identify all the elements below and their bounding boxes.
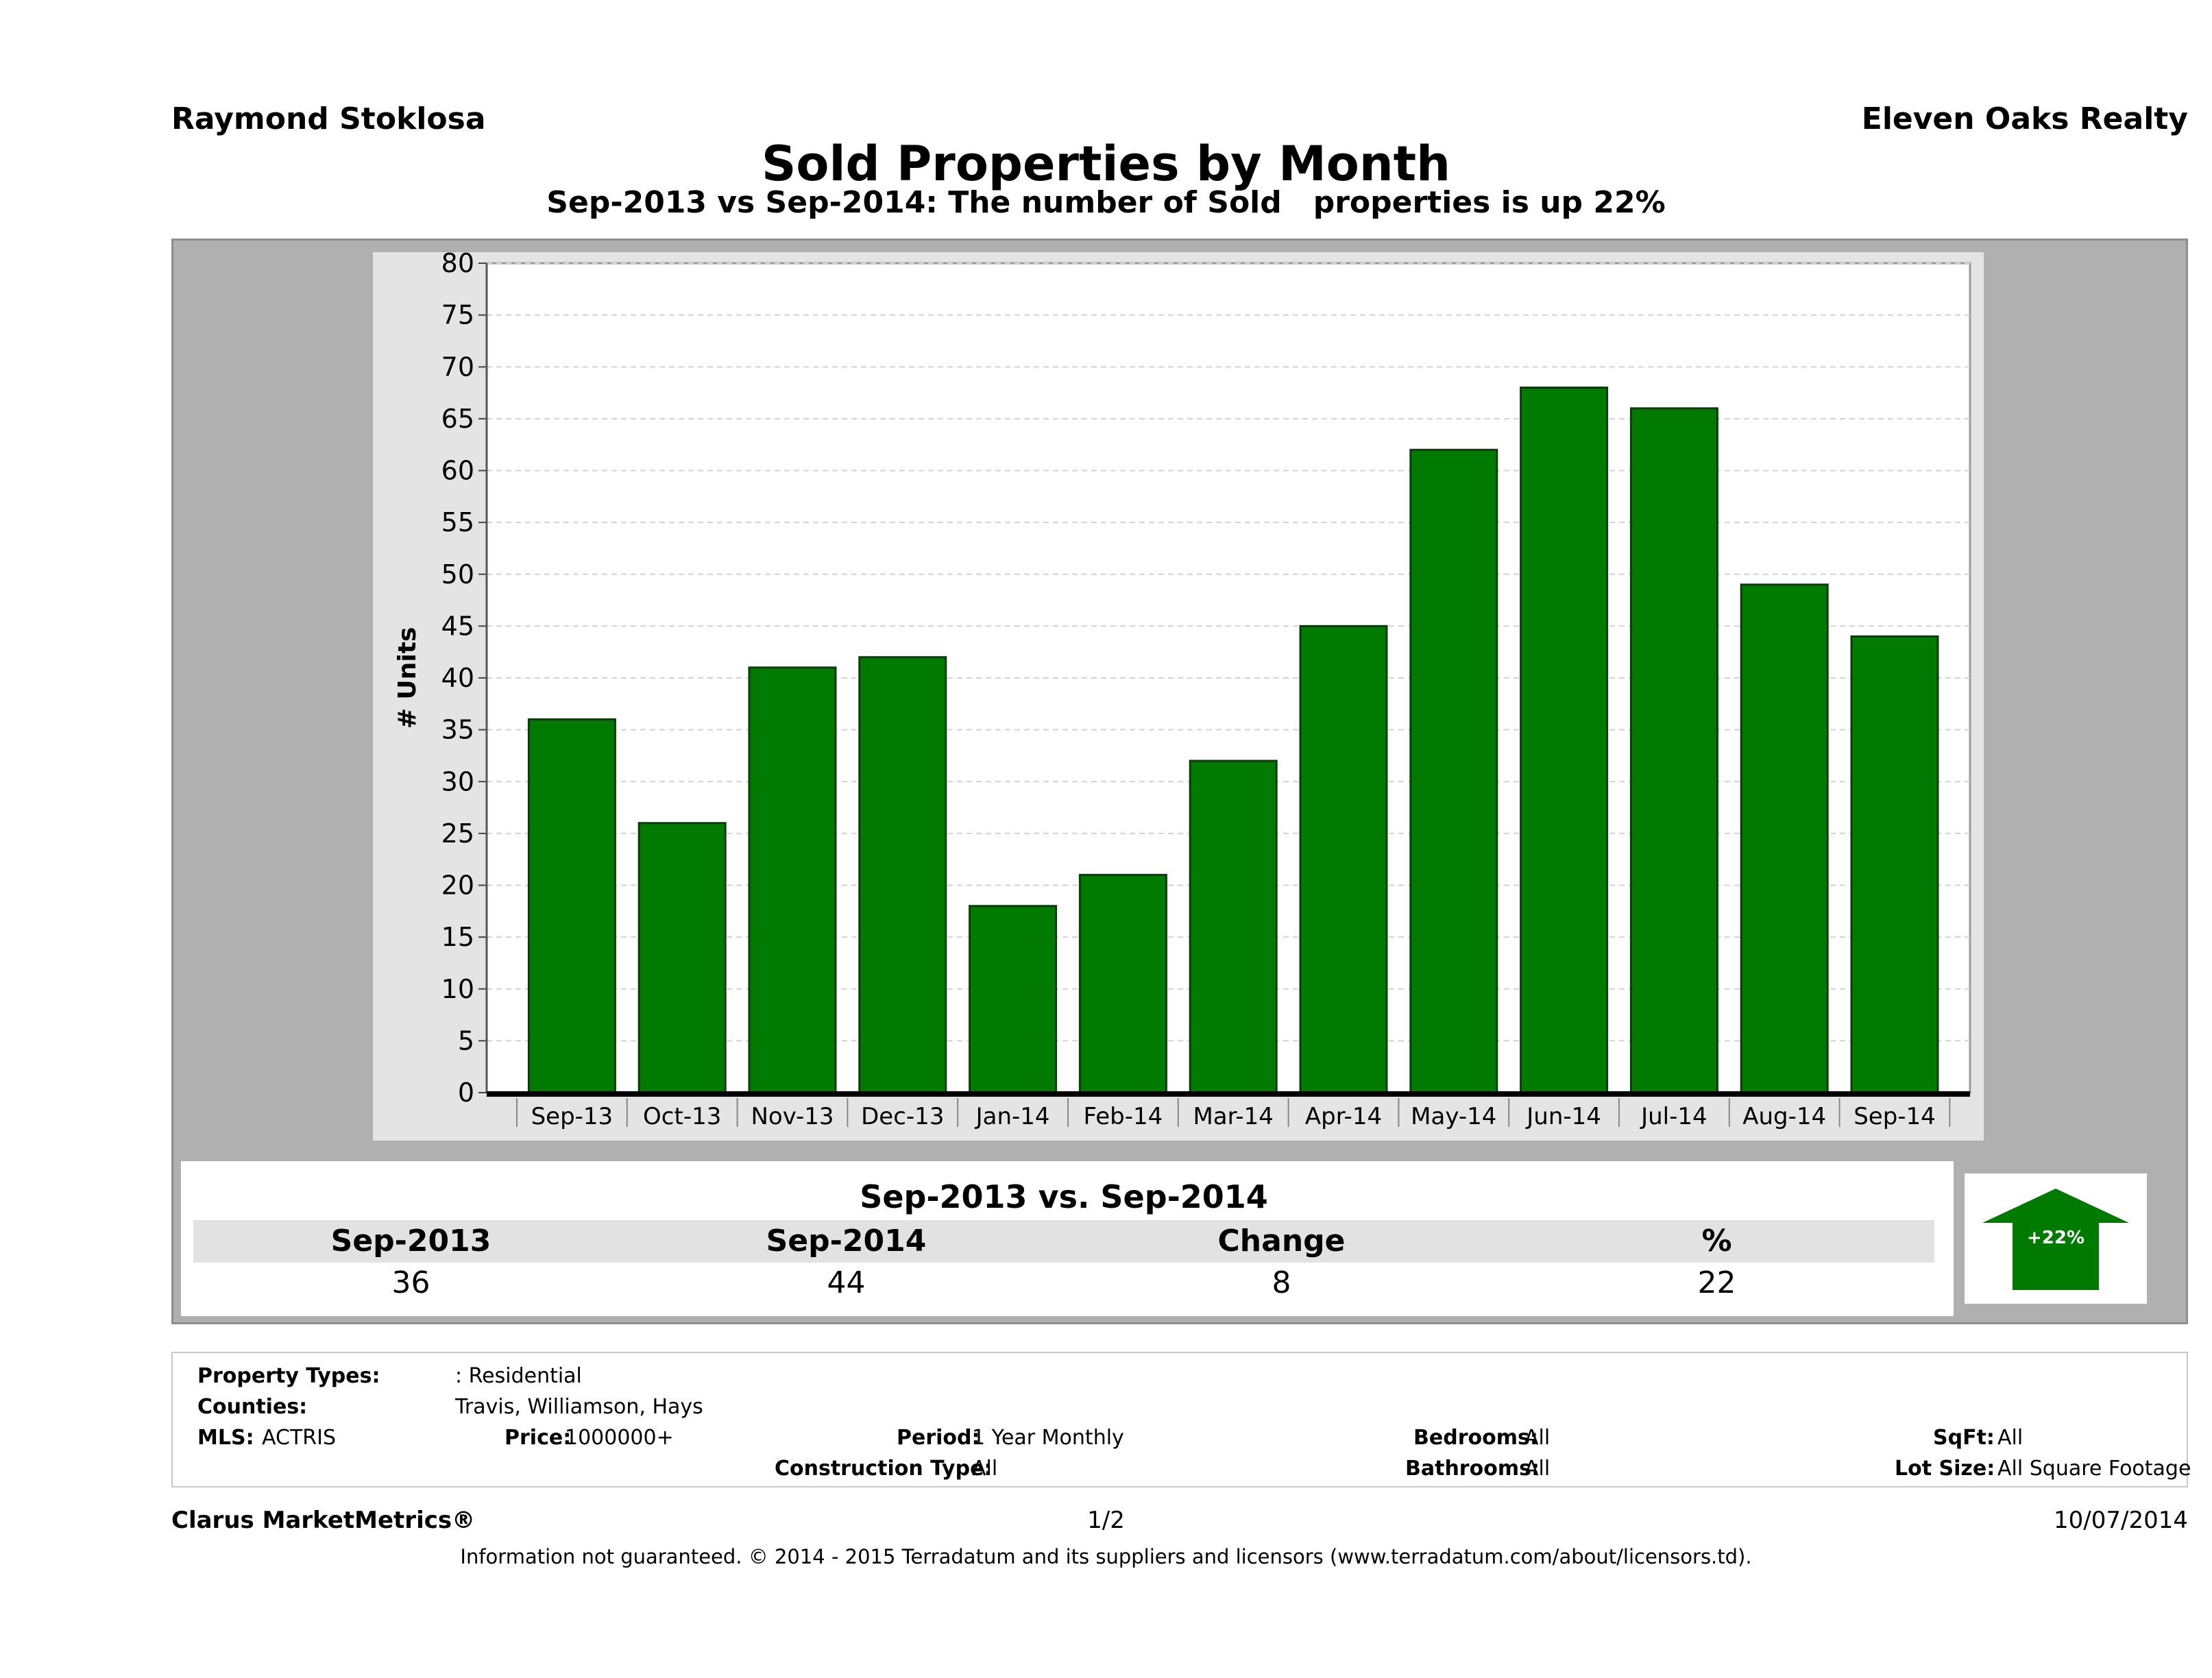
bar-jun-14 (1520, 387, 1609, 1094)
bar-aug-14 (1740, 583, 1829, 1094)
bathrooms-value: All (1524, 1457, 1551, 1481)
y-tick-label: 60 (441, 456, 474, 486)
y-tick-label: 70 (441, 352, 474, 382)
y-tick-label: 65 (441, 404, 474, 434)
y-tick-label: 15 (441, 922, 474, 952)
summary-header-change: Change (1217, 1224, 1346, 1258)
bar-feb-14 (1078, 873, 1167, 1094)
x-tick-label: Nov-13 (751, 1103, 834, 1130)
y-tick-label: 50 (441, 559, 474, 589)
property-types-value: : Residential (455, 1364, 582, 1388)
summary-value-sep2013: 36 (391, 1265, 430, 1300)
bar-sep-14 (1850, 635, 1939, 1094)
bathrooms-label: Bathrooms: (1405, 1457, 1540, 1481)
sqft-label: SqFt: (1933, 1426, 1995, 1450)
bar-mar-14 (1189, 759, 1278, 1094)
bedrooms-label: Bedrooms: (1413, 1426, 1538, 1450)
footer-brand: Clarus MarketMetrics® (171, 1507, 476, 1534)
agent-name: Raymond Stoklosa (171, 101, 486, 136)
report-date: 10/07/2014 (2054, 1507, 2188, 1534)
bar-sep-13 (527, 718, 616, 1094)
bar-apr-14 (1299, 624, 1388, 1094)
x-tick-label: Apr-14 (1305, 1103, 1382, 1130)
x-tick-label: Oct-13 (643, 1103, 721, 1130)
summary-value-change: 8 (1272, 1265, 1291, 1300)
bedrooms-value: All (1524, 1426, 1551, 1450)
up-arrow-icon: +22% (1982, 1189, 2129, 1290)
price-value: 1000000+ (565, 1426, 674, 1450)
chart-title: Sold Properties by Month (762, 136, 1450, 192)
y-tick-label: 55 (441, 507, 474, 537)
summary-header-row: Sep-2013 Sep-2014 Change % (193, 1220, 1934, 1263)
bar-oct-13 (637, 822, 727, 1094)
x-tick-label: Jan-14 (975, 1103, 1050, 1130)
y-tick-label: 45 (441, 611, 474, 641)
period-label: Period: (897, 1426, 980, 1450)
y-tick-label: 25 (441, 818, 474, 849)
lot-size-value: All Square Footage (1997, 1457, 2191, 1481)
x-tick-label: Sep-13 (531, 1103, 613, 1130)
y-tick-label: 5 (458, 1025, 474, 1056)
x-tick-label: Feb-14 (1084, 1103, 1163, 1130)
x-tick-label: Dec-13 (861, 1103, 944, 1130)
x-tick-label: Aug-14 (1742, 1103, 1826, 1130)
x-tick-label: Jul-14 (1640, 1103, 1707, 1130)
construction-type-label: Construction Type: (775, 1457, 993, 1481)
y-tick-label: 80 (441, 252, 474, 278)
change-badge-label: +22% (2027, 1228, 2085, 1248)
sqft-value: All (1997, 1426, 2023, 1450)
mls-label: MLS: (197, 1426, 254, 1450)
page-number: 1/2 (1087, 1507, 1125, 1534)
counties-label: Counties: (197, 1395, 308, 1419)
y-tick-label: 10 (441, 974, 474, 1004)
brokerage-name: Eleven Oaks Realty (1861, 101, 2188, 136)
summary-header-sep2013: Sep-2013 (330, 1224, 491, 1258)
summary-header-sep2014: Sep-2014 (766, 1224, 927, 1258)
y-tick-label: 40 (441, 663, 474, 693)
price-label: Price: (505, 1426, 572, 1450)
construction-type-value: All (972, 1457, 998, 1481)
y-tick-label: 20 (441, 871, 474, 901)
bar-chart: 0 5 10 15 20 25 30 35 40 45 50 55 60 65 70 75 80 # Units S… (393, 252, 1971, 1130)
property-types-label: Property Types: (197, 1364, 380, 1388)
search-criteria-box: Property Types: : Residential Counties: … (171, 1352, 2191, 1487)
summary-title: Sep-2013 vs. Sep-2014 (193, 1174, 1934, 1220)
y-axis-label: # Units (393, 627, 422, 729)
chart-subtitle: Sep-2013 vs Sep-2014: The number of Sold… (546, 185, 1666, 220)
counties-value: Travis, Williamson, Hays (455, 1395, 703, 1419)
y-tick-label: 0 (458, 1078, 474, 1108)
x-tick-label: May-14 (1411, 1103, 1496, 1130)
bar-nov-13 (748, 666, 837, 1094)
lot-size-label: Lot Size: (1895, 1457, 1995, 1481)
summary-header-percent: % (1701, 1224, 1732, 1258)
bar-jan-14 (969, 905, 1058, 1094)
summary-value-row: 36 44 8 22 (193, 1263, 1934, 1304)
summary-value-sep2014: 44 (827, 1265, 866, 1300)
mls-value: ACTRIS (262, 1426, 337, 1450)
y-tick-label: 75 (441, 300, 474, 330)
change-badge: +22% (1965, 1174, 2147, 1304)
period-value: 1 Year Monthly (972, 1426, 1124, 1450)
y-tick-label: 35 (441, 715, 474, 745)
bar-dec-13 (858, 656, 947, 1094)
summary-value-percent: 22 (1697, 1265, 1736, 1300)
x-tick-label: Sep-14 (1854, 1103, 1936, 1130)
disclaimer: Information not guaranteed. © 2014 - 201… (460, 1545, 1752, 1568)
x-tick-label: Mar-14 (1193, 1103, 1274, 1130)
bar-may-14 (1409, 448, 1498, 1094)
y-tick-label: 30 (441, 766, 474, 797)
x-tick-label: Jun-14 (1525, 1103, 1601, 1130)
bar-jul-14 (1629, 407, 1718, 1094)
